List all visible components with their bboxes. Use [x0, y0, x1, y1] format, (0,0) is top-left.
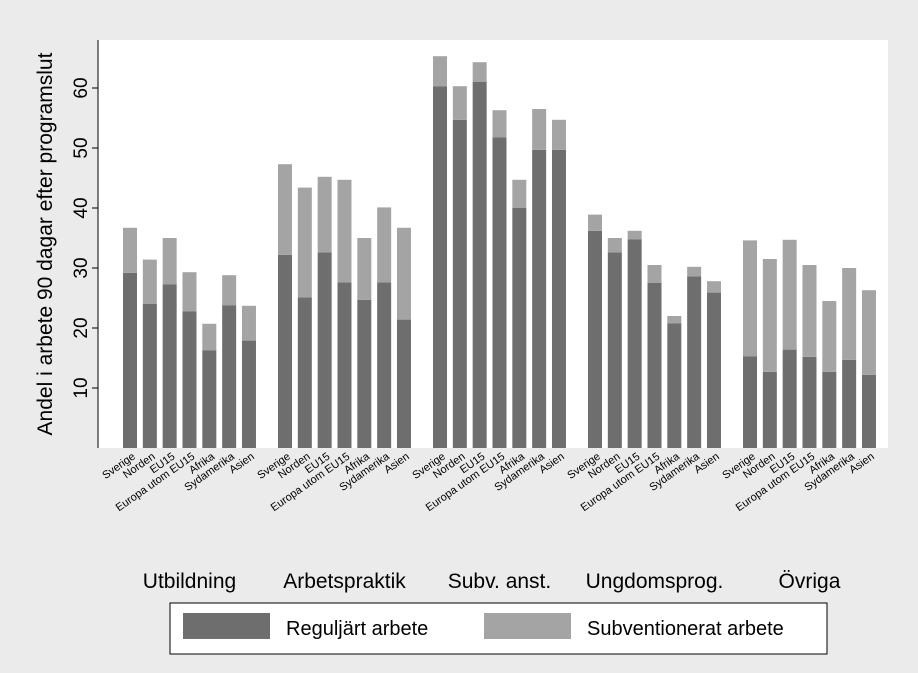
bar-subventionerat-subv-anst-europa-utom-eu15	[492, 110, 507, 138]
bar-subventionerat-arbetspraktik-sydamerika	[377, 207, 392, 283]
bar-subventionerat-ungdomsprog-eu15	[627, 230, 642, 240]
bar-subventionerat-vriga-asien	[861, 290, 876, 375]
bar-subventionerat-subv-anst-afrika	[512, 179, 527, 208]
group-label-utbildning: Utbildning	[143, 570, 236, 593]
group-label-ungdomsprog: Ungdomsprog.	[586, 570, 724, 593]
bar-regular-subv-anst-sverige	[433, 86, 447, 448]
bar-regular-ungdomsprog-asien	[706, 292, 721, 448]
bar-subventionerat-utbildning-norden	[142, 259, 157, 304]
bar-regular-vriga-eu15	[782, 349, 797, 448]
bar-subventionerat-vriga-sverige	[743, 240, 757, 357]
bar-regular-utbildning-afrika	[202, 350, 217, 448]
bar-regular-ungdomsprog-europa-utom-eu15	[647, 283, 662, 448]
bar-regular-utbildning-asien	[241, 340, 256, 448]
bar-subventionerat-vriga-eu15	[782, 239, 797, 350]
bar-regular-arbetspraktik-norden	[297, 297, 312, 448]
group-label-arbetspraktik: Arbetspraktik	[283, 570, 406, 593]
bar-subventionerat-ungdomsprog-norden	[607, 238, 622, 253]
bar-regular-utbildning-sydamerika	[222, 305, 237, 448]
legend-swatch-regular	[183, 613, 270, 639]
bar-subventionerat-arbetspraktik-europa-utom-eu15	[337, 179, 352, 283]
legend-label-subventionerat: Subventionerat arbete	[587, 618, 784, 640]
bar-regular-subv-anst-europa-utom-eu15	[492, 137, 507, 448]
group-label-vriga: Övriga	[779, 570, 841, 593]
bar-subventionerat-utbildning-europa-utom-eu15	[182, 272, 197, 312]
bar-subventionerat-vriga-norden	[762, 259, 777, 372]
y-axis-label: Andel i arbete 90 dagar efter programslu…	[34, 52, 57, 435]
bar-subventionerat-utbildning-afrika	[202, 323, 217, 351]
bar-subventionerat-arbetspraktik-eu15	[317, 176, 332, 253]
bar-regular-vriga-sverige	[743, 356, 757, 448]
bar-regular-subv-anst-afrika	[512, 208, 527, 448]
bar-regular-arbetspraktik-asien	[396, 319, 411, 448]
bar-regular-utbildning-sverige	[123, 272, 137, 448]
bar-subventionerat-subv-anst-eu15	[472, 62, 487, 82]
bar-regular-ungdomsprog-norden	[607, 252, 622, 448]
group-label-subv-anst: Subv. anst.	[448, 570, 552, 593]
bar-regular-utbildning-eu15	[162, 284, 177, 448]
bar-regular-vriga-norden	[762, 371, 777, 448]
bar-regular-ungdomsprog-sverige	[588, 230, 602, 448]
bar-regular-vriga-sydamerika	[842, 359, 857, 448]
y-tick-label-30: 30	[71, 257, 92, 278]
bar-regular-utbildning-norden	[142, 304, 157, 448]
bar-subventionerat-utbildning-eu15	[162, 238, 177, 285]
bar-subventionerat-vriga-afrika	[822, 301, 837, 372]
bar-regular-arbetspraktik-sverige	[278, 254, 292, 448]
y-tick-label-50: 50	[71, 137, 92, 158]
y-tick-label-10: 10	[71, 377, 92, 398]
legend-label-regular: Reguljärt arbete	[286, 618, 428, 640]
y-tick-label-40: 40	[71, 197, 92, 218]
bar-subventionerat-subv-anst-sverige	[433, 56, 447, 87]
bar-regular-subv-anst-norden	[452, 119, 467, 449]
bar-regular-arbetspraktik-afrika	[357, 299, 372, 448]
bar-subventionerat-arbetspraktik-asien	[396, 227, 411, 320]
y-tick-label-60: 60	[71, 77, 92, 98]
legend-swatch-subventionerat	[484, 613, 571, 639]
bar-subventionerat-ungdomsprog-sverige	[588, 214, 602, 231]
bar-subventionerat-ungdomsprog-asien	[706, 281, 721, 293]
bar-subventionerat-ungdomsprog-sydamerika	[687, 266, 702, 277]
bar-subventionerat-subv-anst-norden	[452, 86, 467, 120]
bar-subventionerat-ungdomsprog-afrika	[667, 316, 682, 324]
bar-regular-vriga-afrika	[822, 371, 837, 448]
bar-regular-subv-anst-asien	[551, 149, 566, 449]
bar-regular-ungdomsprog-eu15	[627, 239, 642, 448]
bar-subventionerat-arbetspraktik-norden	[297, 187, 312, 298]
bar-subventionerat-arbetspraktik-afrika	[357, 238, 372, 300]
bar-regular-ungdomsprog-sydamerika	[687, 276, 702, 448]
bar-regular-subv-anst-eu15	[472, 82, 487, 448]
bar-subventionerat-arbetspraktik-sverige	[278, 164, 292, 255]
bar-subventionerat-utbildning-sverige	[123, 227, 137, 273]
legend: Reguljärt arbete Subventionerat arbete	[169, 602, 828, 655]
bar-regular-arbetspraktik-europa-utom-eu15	[337, 282, 352, 448]
bars	[123, 56, 876, 449]
bar-regular-subv-anst-sydamerika	[532, 149, 547, 449]
bar-subventionerat-vriga-europa-utom-eu15	[802, 265, 817, 357]
group-labels: Utbildning Arbetspraktik Subv. anst. Ungdom…	[143, 570, 841, 593]
bar-regular-vriga-europa-utom-eu15	[802, 356, 817, 448]
bar-regular-arbetspraktik-sydamerika	[377, 282, 392, 448]
bar-subventionerat-subv-anst-sydamerika	[532, 109, 547, 150]
y-tick-label-20: 20	[71, 317, 92, 338]
bar-regular-arbetspraktik-eu15	[317, 252, 332, 448]
bar-regular-utbildning-europa-utom-eu15	[182, 311, 197, 448]
bar-subventionerat-utbildning-sydamerika	[222, 275, 237, 306]
y-axis-ticks: 10 20 30 40 50 60	[71, 77, 98, 399]
bar-subventionerat-vriga-sydamerika	[842, 268, 857, 360]
bar-subventionerat-ungdomsprog-europa-utom-eu15	[647, 265, 662, 283]
bar-regular-ungdomsprog-afrika	[667, 323, 682, 448]
bar-subventionerat-subv-anst-asien	[551, 119, 566, 150]
bar-subventionerat-utbildning-asien	[241, 305, 256, 341]
bar-regular-vriga-asien	[861, 374, 876, 448]
